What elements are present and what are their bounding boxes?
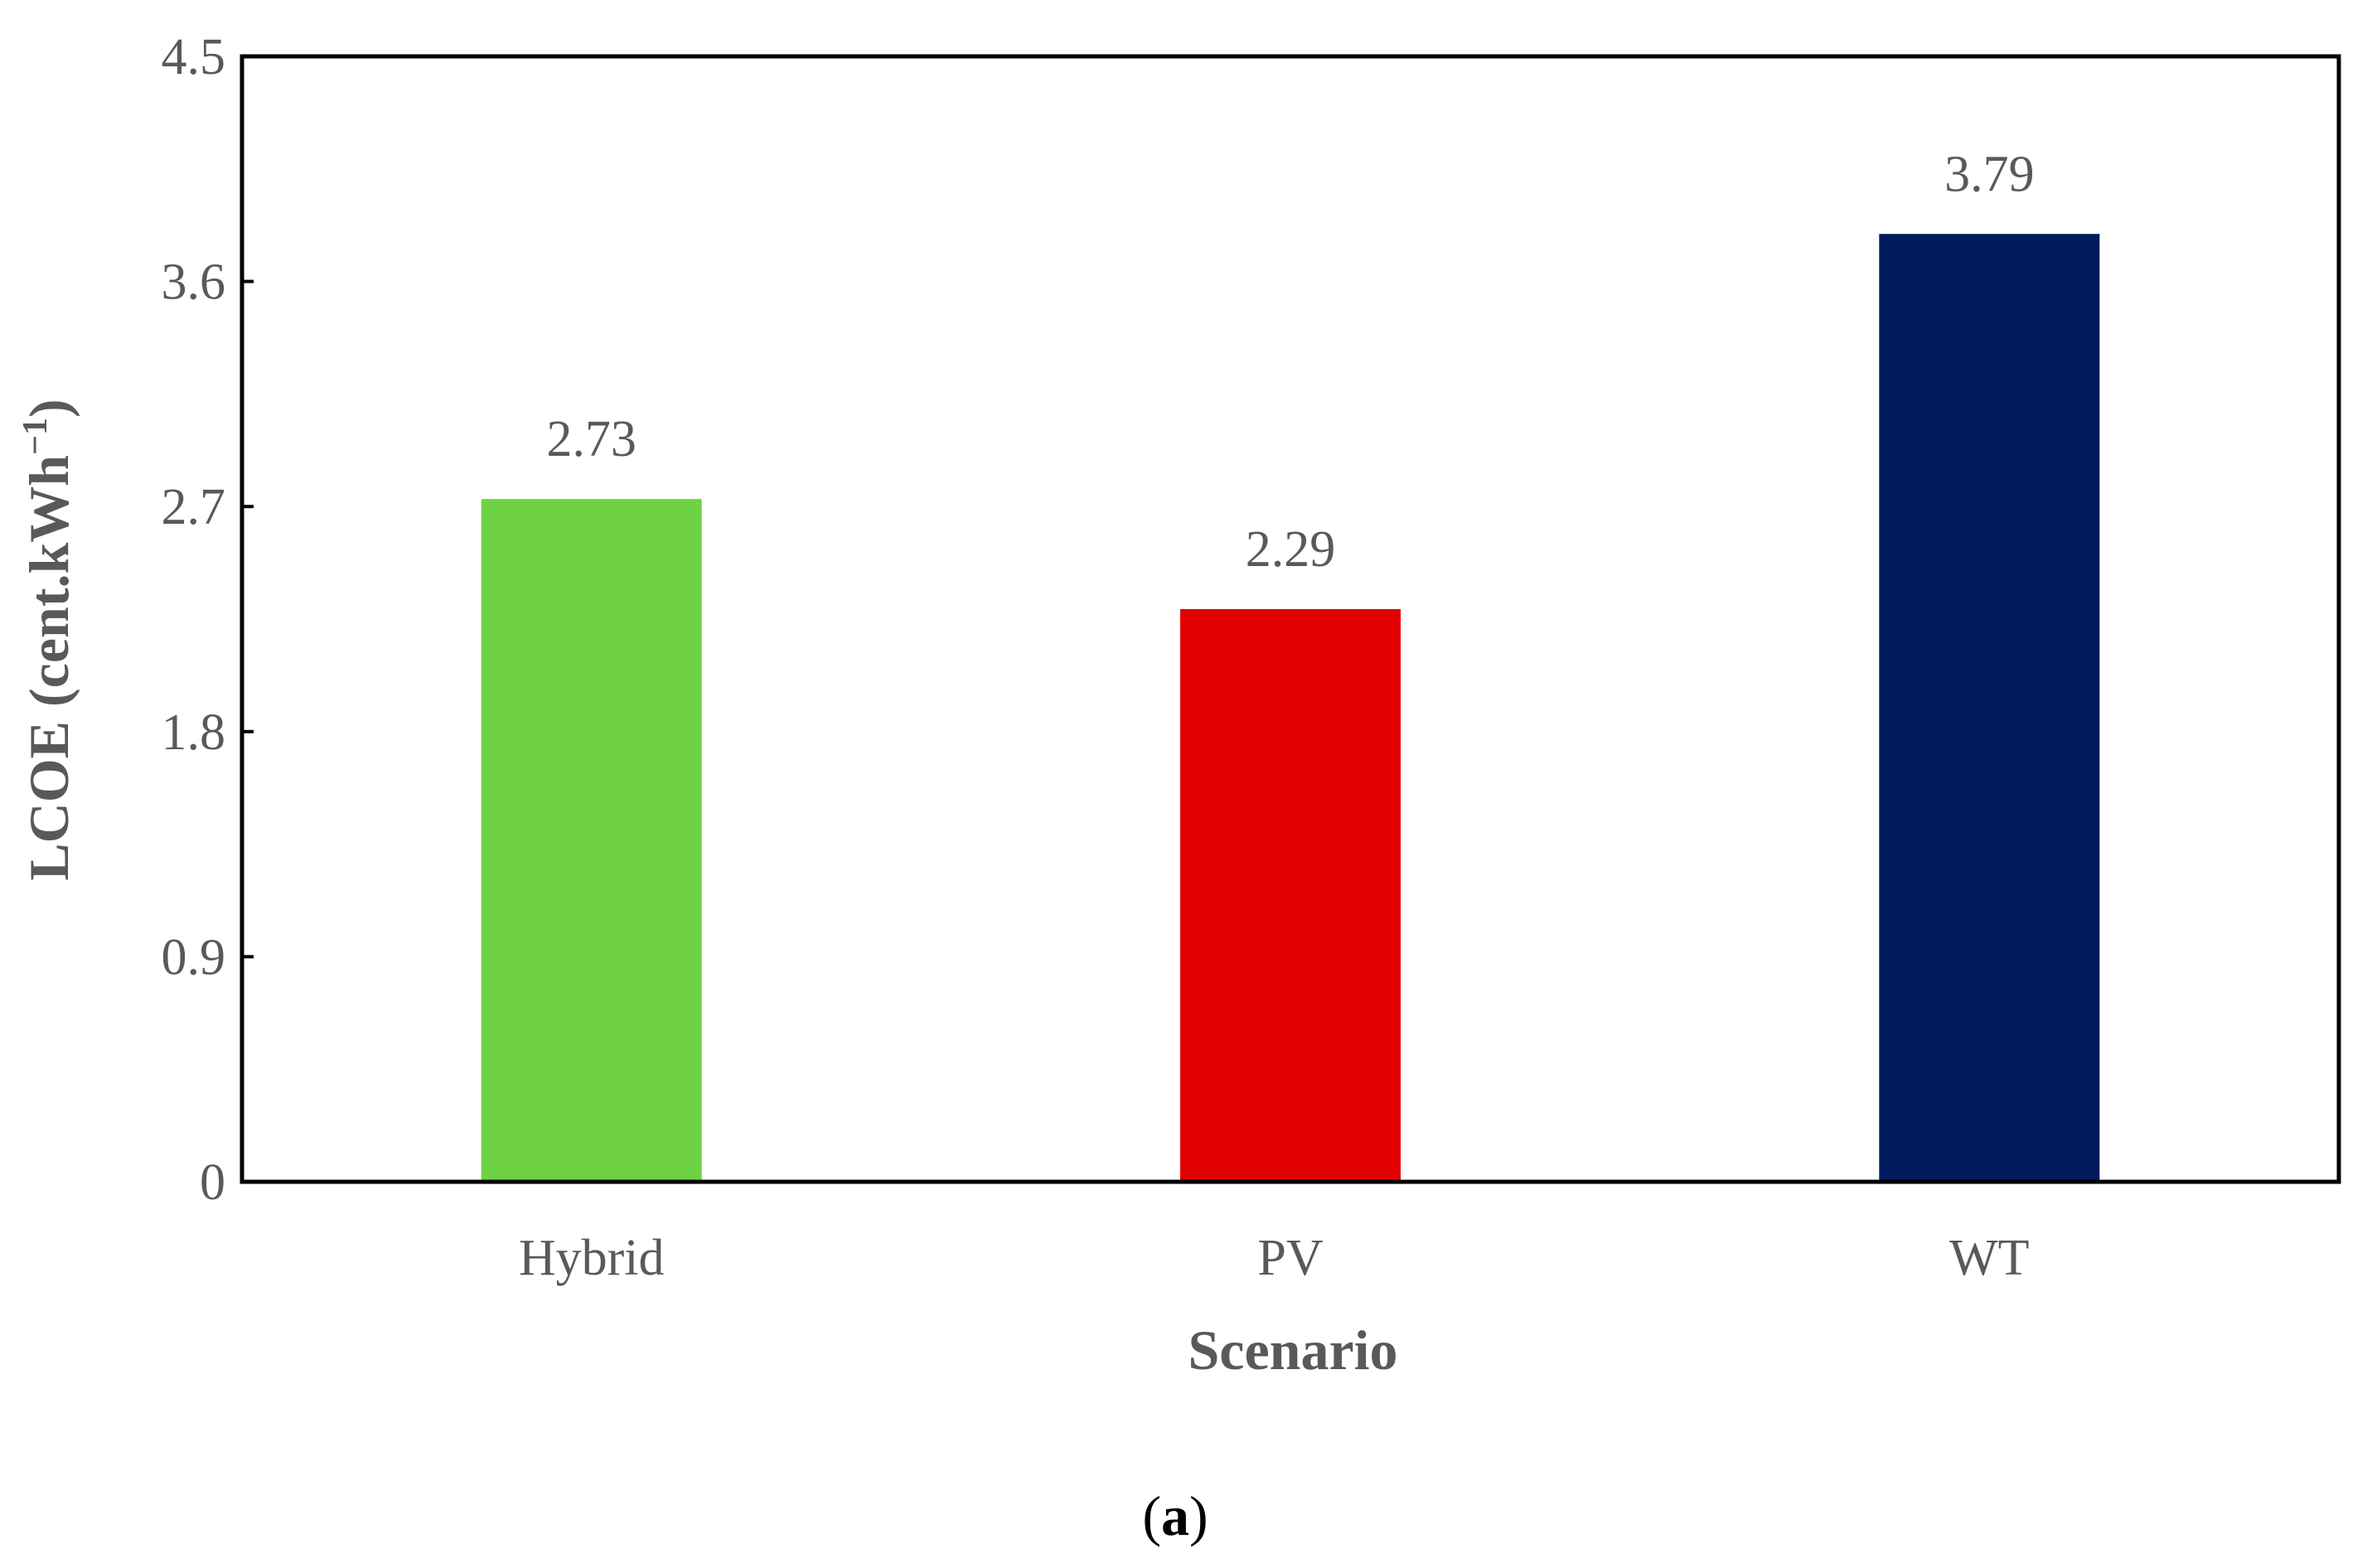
bar-hybrid bbox=[481, 499, 702, 1182]
y-tick-label: 0.9 bbox=[162, 929, 226, 985]
data-label-pv: 2.29 bbox=[1246, 521, 1336, 578]
data-labels: 2.73 2.29 3.79 bbox=[546, 146, 2034, 578]
x-axis-ticks: Hybrid PV WT bbox=[519, 1230, 2030, 1286]
data-label-wt: 3.79 bbox=[1944, 146, 2035, 202]
figure-caption: (a) bbox=[1142, 1484, 1208, 1547]
bar-pv bbox=[1180, 608, 1401, 1182]
plot-frame bbox=[240, 54, 2341, 1184]
y-tick-label: 2.7 bbox=[162, 479, 226, 535]
y-axis-title-superscript: −1 bbox=[17, 418, 55, 455]
x-tick-label-pv: PV bbox=[1257, 1230, 1323, 1286]
x-tick-label-hybrid: Hybrid bbox=[519, 1230, 665, 1286]
data-label-hybrid: 2.73 bbox=[546, 411, 637, 467]
x-axis-title: Scenario bbox=[1188, 1319, 1397, 1382]
y-tick-label: 3.6 bbox=[162, 254, 226, 311]
y-tick-label: 1.8 bbox=[162, 704, 226, 761]
caption-close: ) bbox=[1189, 1484, 1208, 1547]
y-axis-title: LCOE (cent.kWh−1) bbox=[17, 399, 80, 880]
bars bbox=[481, 234, 2100, 1182]
y-tick-label: 0 bbox=[200, 1154, 225, 1211]
bar-wt bbox=[1879, 234, 2100, 1182]
y-axis-title-close: ) bbox=[17, 399, 80, 418]
caption-letter: a bbox=[1161, 1484, 1189, 1547]
x-tick-label-wt: WT bbox=[1949, 1230, 2029, 1286]
y-axis-title-text: LCOE (cent.kWh bbox=[17, 455, 80, 881]
y-tick-label: 4.5 bbox=[162, 29, 226, 85]
y-axis-ticks: 0 0.9 1.8 2.7 3.6 4.5 bbox=[162, 29, 254, 1211]
caption-open: ( bbox=[1142, 1484, 1161, 1547]
